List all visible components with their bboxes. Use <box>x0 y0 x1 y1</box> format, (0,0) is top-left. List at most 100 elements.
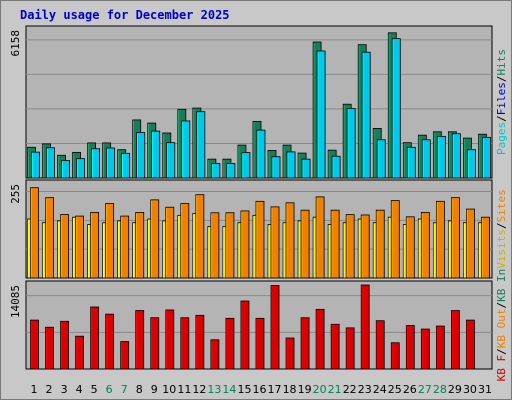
x-tick-label: 22 <box>343 383 357 396</box>
x-tick-label: 18 <box>283 383 297 396</box>
bar-sites <box>45 197 54 279</box>
bar-sites <box>240 210 250 279</box>
x-tick-label: 24 <box>373 383 387 396</box>
bar-pages <box>421 139 431 179</box>
bar-sites <box>120 215 130 279</box>
x-tick-label: 17 <box>268 383 282 396</box>
bar-pages <box>226 163 236 179</box>
bar-sites <box>90 211 100 279</box>
bar-pages <box>346 108 356 179</box>
x-tick-label: 8 <box>136 383 143 396</box>
bar-pages <box>406 146 416 179</box>
bar-kb <box>405 325 415 370</box>
bar-kb <box>90 306 100 370</box>
bar-kb <box>75 335 84 370</box>
bar-pages <box>46 147 55 179</box>
x-tick-label: 1 <box>31 383 38 396</box>
bar-pages <box>331 155 341 179</box>
bar-pages <box>271 156 281 179</box>
bar-pages <box>376 139 386 179</box>
bar-pages <box>391 38 401 179</box>
bar-pages <box>452 133 461 179</box>
bar-sites <box>466 208 475 279</box>
bar-pages <box>256 129 266 179</box>
x-tick-label: 6 <box>106 383 113 396</box>
bar-sites <box>390 200 400 279</box>
bar-kb <box>270 285 280 370</box>
x-tick-label: 16 <box>253 383 267 396</box>
chart-title: Daily usage for December 2025 <box>20 8 230 22</box>
bar-pages <box>241 152 251 179</box>
bar-sites <box>270 206 280 279</box>
bar-kb <box>180 317 190 370</box>
bar-kb <box>466 319 475 370</box>
bar-pages <box>467 149 476 179</box>
bar-sites <box>420 211 430 279</box>
bar-kb <box>195 314 205 370</box>
max-value-label: 14085 <box>9 285 22 318</box>
side-legend-label: Pages <box>495 122 508 155</box>
bar-sites <box>150 199 160 279</box>
side-legend: Pages/Files/Hits <box>495 49 508 155</box>
bar-kb <box>390 342 400 370</box>
bar-pages <box>91 148 101 179</box>
side-legend-label: Sites <box>495 189 508 222</box>
bar-kb <box>315 308 325 370</box>
bar-sites <box>300 209 310 279</box>
x-tick-label: 7 <box>121 383 128 396</box>
bar-kb <box>345 327 355 370</box>
bar-pages <box>482 136 491 179</box>
max-value-label: 6158 <box>9 30 22 57</box>
bar-sites <box>315 196 325 279</box>
x-tick-label: 3 <box>61 383 68 396</box>
bar-pages <box>436 135 446 179</box>
max-value-label: 255 <box>9 184 22 204</box>
side-legend-separator: / <box>495 115 508 122</box>
bar-sites <box>195 194 205 279</box>
bar-pages <box>196 111 206 179</box>
bar-pages <box>286 151 296 179</box>
x-tick-label: 28 <box>433 383 447 396</box>
bar-pages <box>76 158 85 179</box>
x-tick-label: 27 <box>418 383 432 396</box>
bar-sites <box>330 209 340 279</box>
bar-kb <box>255 317 265 370</box>
bar-sites <box>405 216 415 279</box>
bar-pages <box>316 50 326 179</box>
x-tick-label: 21 <box>328 383 342 396</box>
side-legend-label: Visits <box>495 229 508 269</box>
x-tick-label: 2 <box>46 383 53 396</box>
bar-pages <box>361 51 371 179</box>
bar-pages <box>106 147 116 179</box>
side-legend-separator: / <box>495 222 508 229</box>
bar-sites <box>481 216 490 279</box>
bar-kb <box>360 284 370 370</box>
bar-pages <box>136 132 146 179</box>
bar-pages <box>31 151 40 179</box>
bar-pages <box>301 158 311 179</box>
side-legend-separator: / <box>495 302 508 309</box>
bar-sites <box>435 200 445 279</box>
bar-sites <box>30 187 39 279</box>
bar-sites <box>225 212 235 279</box>
x-tick-label: 15 <box>237 383 251 396</box>
bar-sites <box>180 203 190 279</box>
bar-kb <box>120 341 130 370</box>
x-tick-label: 13 <box>207 383 221 396</box>
bar-kb <box>451 310 460 370</box>
side-legend-separator: / <box>495 76 508 83</box>
x-tick-label: 5 <box>91 383 98 396</box>
bar-kb <box>300 317 310 370</box>
x-tick-label: 29 <box>448 383 462 396</box>
x-tick-label: 4 <box>76 383 83 396</box>
bar-sites <box>75 215 84 279</box>
bar-kb <box>330 323 340 370</box>
bar-kb <box>105 313 115 370</box>
x-tick-label: 9 <box>151 383 158 396</box>
bar-sites <box>165 206 175 279</box>
side-legend-label: Files <box>495 82 508 115</box>
bar-kb <box>60 320 69 370</box>
bar-kb <box>30 319 39 370</box>
x-tick-label: 26 <box>403 383 417 396</box>
